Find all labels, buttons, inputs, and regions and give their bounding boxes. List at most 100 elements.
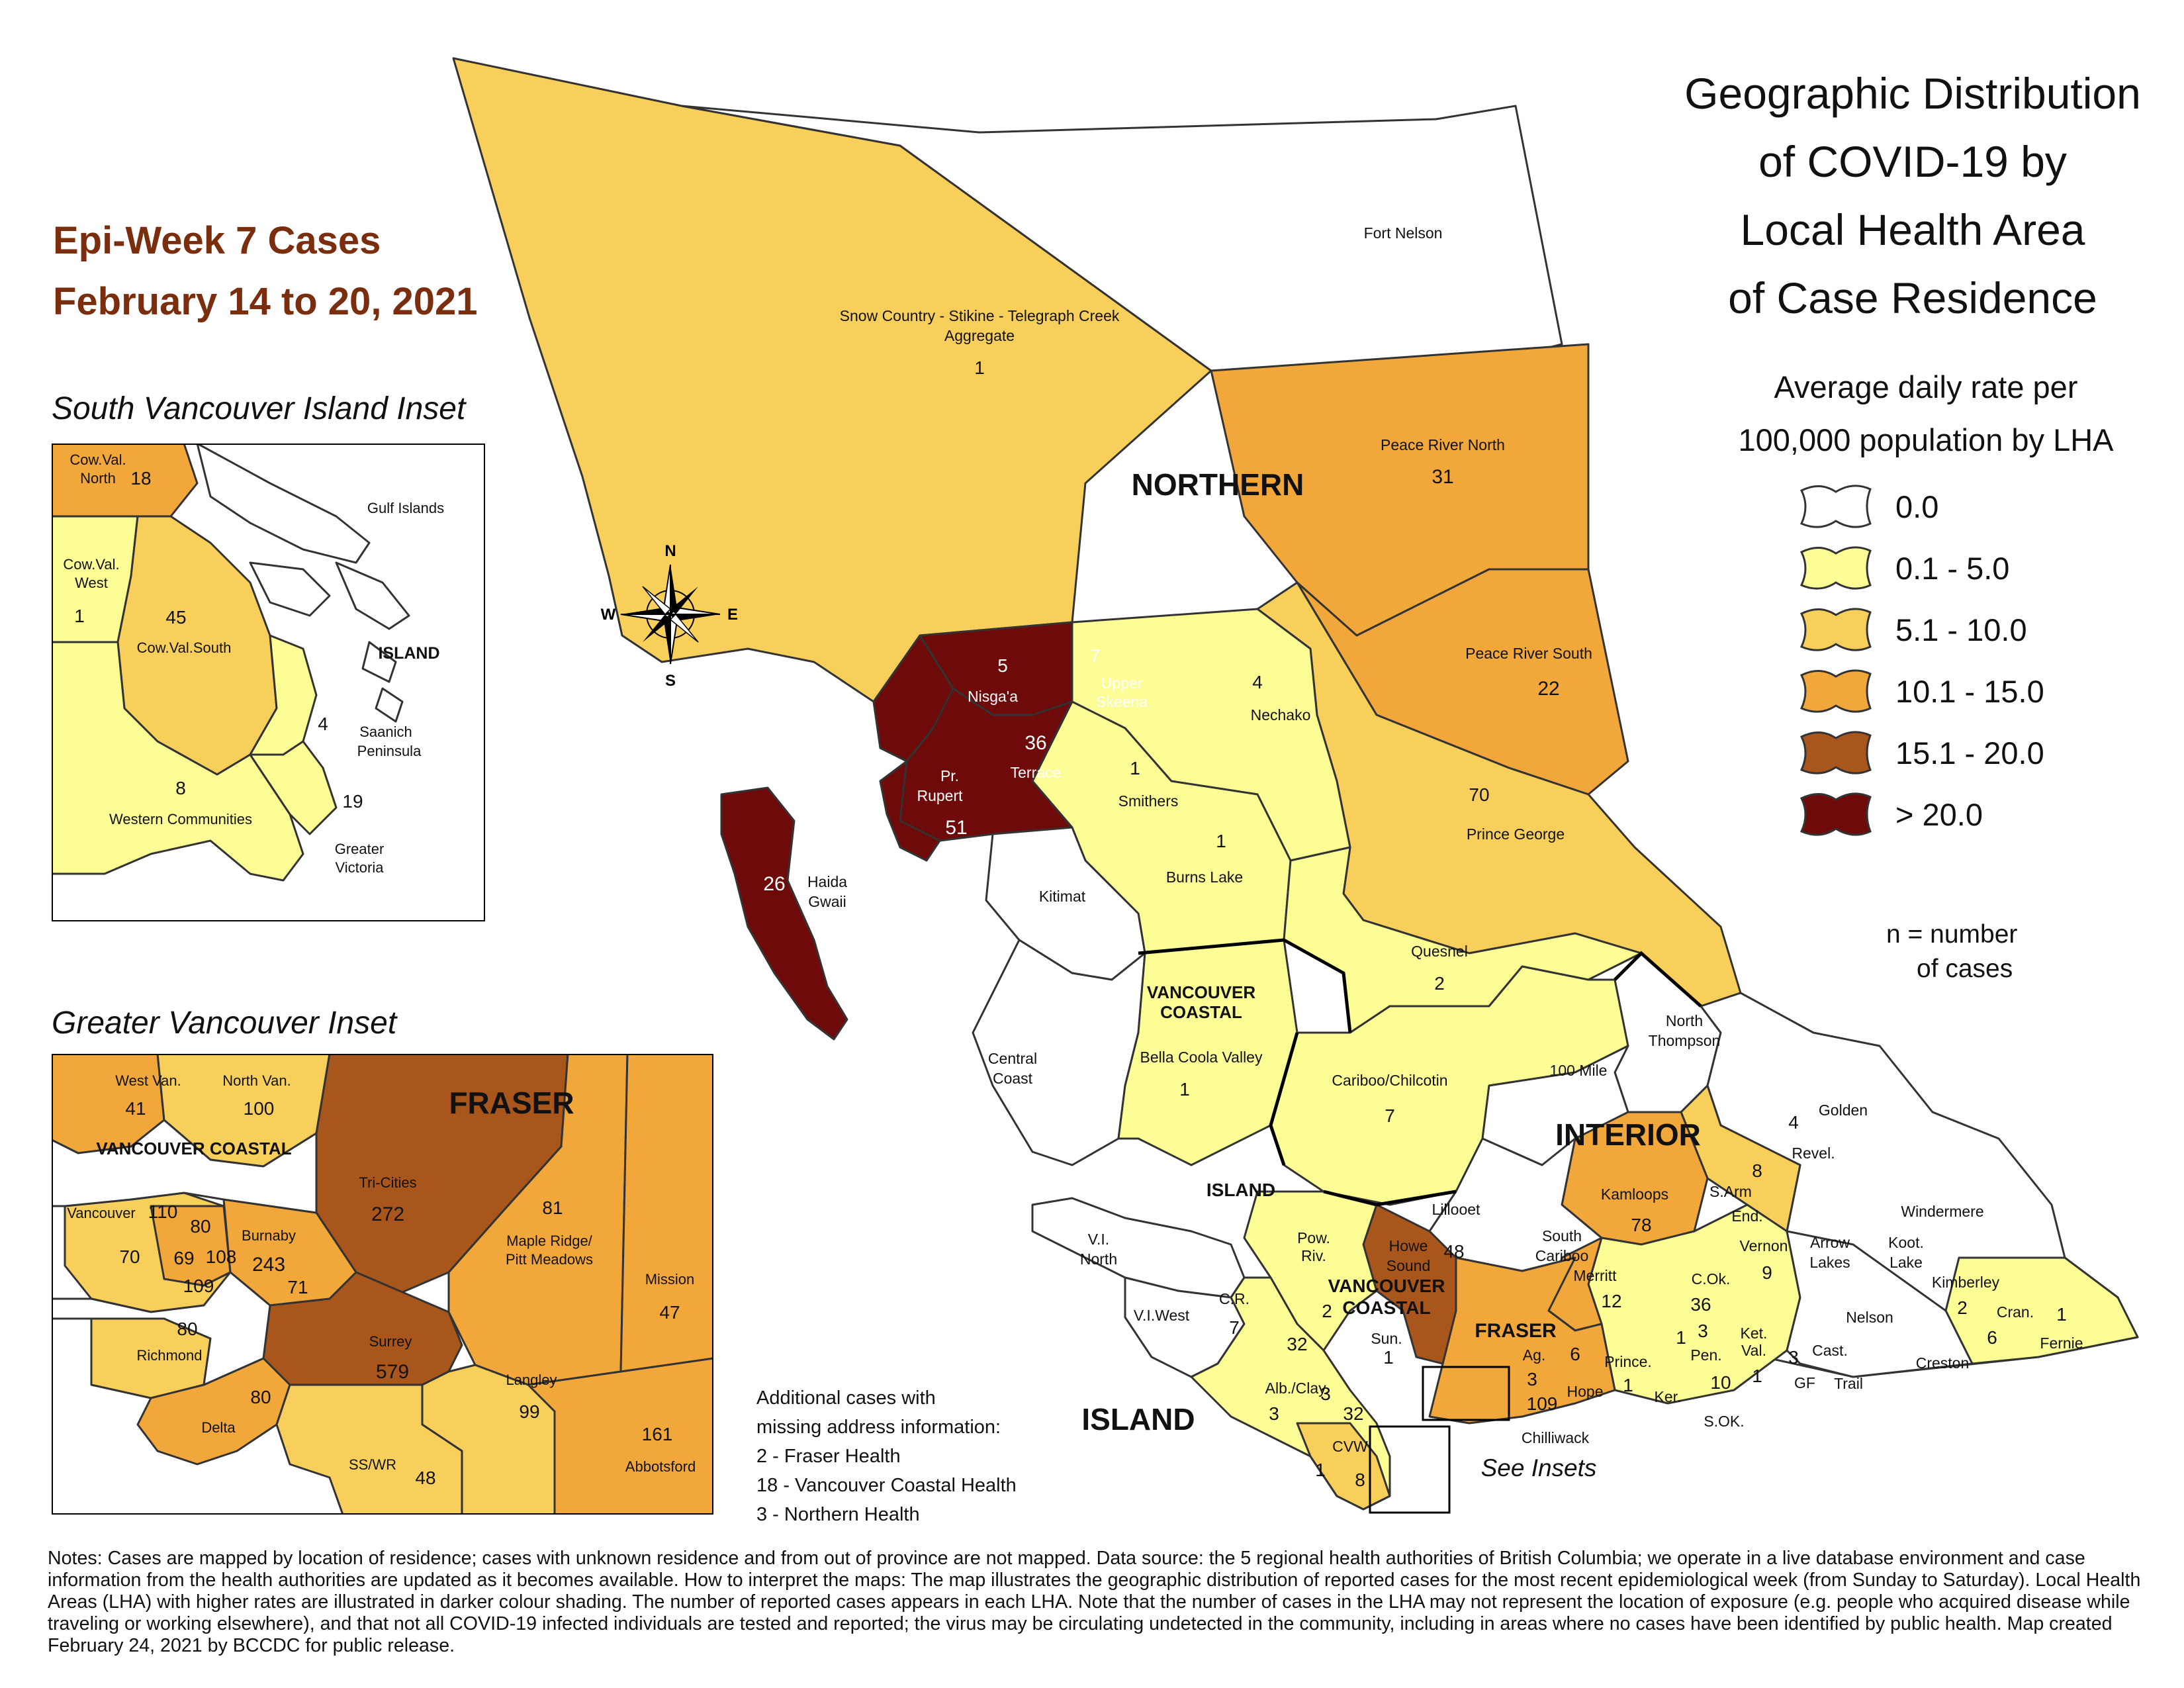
count-cariboo-chilcotin: 7 [1385,1105,1395,1126]
ha-island-2: ISLAND [1081,1402,1195,1436]
label-koot-lake-1: Koot. [1888,1234,1924,1251]
label-nelson: Nelson [1846,1309,1893,1326]
gv-label-maple-ridge-1: Maple Ridge/ [506,1233,593,1249]
gv-label-mission: Mission [645,1271,695,1288]
count-howe-sound: 48 [1443,1241,1464,1262]
lha-nisgaa [872,634,954,763]
lha-bella-coola [1117,939,1298,1166]
count-vernon: 9 [1762,1262,1772,1283]
gv-label-langley: Langley [506,1372,557,1388]
legend-item-0: 0.0 [1795,477,1938,536]
label-kamloops: Kamloops [1601,1186,1668,1203]
label-enderby: End. [1731,1207,1762,1225]
south-vi-inset-title: South Vancouver Island Inset [52,391,466,426]
svi-count-victoria: 19 [342,791,363,812]
label-vi-north-1: V.I. [1088,1231,1109,1248]
count-pr-rupert: 51 [945,817,967,839]
gv-label-vancouver: Vancouver [67,1205,136,1221]
count-extra-8: 8 [1355,1470,1365,1490]
legend-swatch-1 [1799,546,1872,590]
count-ket-val: 1 [1752,1366,1762,1386]
n-cases-note-line-2: of cases [1917,955,2013,983]
lha-fort-nelson [680,105,1563,372]
missing-item-northern: 3 - Northern Health [756,1504,920,1525]
label-keremeos: Ker. [1655,1388,1682,1405]
count-alb-clay: 3 [1269,1403,1279,1424]
label-vernon: Vernon [1740,1237,1788,1254]
count-quesnel: 2 [1434,973,1445,994]
lha-fraser-valley [1428,1256,1616,1425]
legend-title: Average daily rate per 100,000 populatio… [1668,361,2184,467]
gv-count-small-109: 109 [183,1276,214,1296]
legend-item-3: 10.1 - 15.0 [1795,661,2044,721]
missing-heading-2: missing address information: [756,1417,1001,1438]
svi-label-cowval-south: Cow.Val.South [137,639,232,656]
gv-label-abbotsford: Abbotsford [625,1458,696,1475]
svi-label-cowval-west-2: West [75,575,108,591]
gv-label-surrey: Surrey [369,1333,412,1350]
count-burns-lake: 1 [1216,831,1226,851]
count-princeton: 1 [1623,1375,1633,1395]
label-ket-val-2: Val. [1741,1342,1766,1359]
count-terrace: 36 [1024,732,1046,754]
gv-label-richmond: Richmond [136,1347,202,1364]
label-pow-riv-1: Pow. [1297,1229,1330,1246]
count-extra-32: 32 [1287,1334,1307,1354]
count-sun: 1 [1383,1347,1394,1368]
svi-count-cowval-north: 18 [130,468,151,489]
label-peace-river-north: Peace River North [1381,436,1505,453]
lha-kootenay [1786,1230,1974,1378]
legend-swatch-3 [1799,669,1872,713]
legend-item-4: 15.1 - 20.0 [1795,723,2044,782]
svi-count-saanich: 4 [318,714,328,734]
label-koot-lake-2: Lake [1889,1254,1923,1271]
svi-gulf-3 [335,561,410,630]
label-pow-riv-2: Riv. [1301,1247,1326,1264]
greater-van-inset: West Van. 41 North Van. 100 Tri-Cities 2… [52,1054,713,1515]
svi-ha-island: ISLAND [378,644,439,663]
label-central-coast-1: Central [988,1050,1037,1067]
svi-label-saanich-2: Peninsula [357,743,422,759]
ha-vancouver-coastal-1: VANCOUVER [1147,982,1255,1002]
legend-swatch-4 [1799,731,1872,774]
map-title: Geographic Distribution of COVID-19 by L… [1635,60,2184,332]
count-extra-3: 3 [1320,1383,1331,1404]
count-fernie: 1 [2056,1304,2067,1325]
gv-water-2 [52,1271,271,1386]
svi-victoria [249,740,338,835]
count-extra-1b: 1 [1315,1460,1326,1480]
gv-count-small-69: 69 [173,1248,194,1268]
label-howe-sound-1: Howe [1389,1237,1428,1254]
label-castlegar: Cast. [1812,1342,1848,1359]
count-cr: 7 [1229,1317,1240,1338]
compass-rose: N S E W [601,542,738,690]
gv-count-small-108: 108 [206,1246,237,1267]
count-pen: 3 [1698,1321,1708,1341]
map-title-line-4: of Case Residence [1728,273,2097,322]
label-sok: S.OK. [1704,1413,1744,1430]
epi-week-title: Epi-Week 7 Cases February 14 to 20, 2021 [53,211,478,332]
gv-label-west-van: West Van. [115,1072,181,1089]
label-cariboo-chilcotin: Cariboo/Chilcotin [1332,1072,1447,1089]
svi-label-victoria-2: Victoria [336,859,385,876]
lha-cowichan [1296,1422,1391,1511]
count-sarm: 8 [1752,1160,1762,1181]
svi-label-cowval-north-2: North [80,470,116,487]
gv-count-langley: 99 [519,1401,539,1422]
label-upper-skeena-1: Upper [1101,675,1143,692]
date-range-line: February 14 to 20, 2021 [53,280,478,323]
gv-ha-fraser: FRASER [449,1086,574,1120]
label-terrace: Terrace [1011,764,1062,781]
count-bella-coola: 1 [1179,1079,1190,1100]
legend-label-2: 5.1 - 10.0 [1895,612,2027,647]
legend-label-3: 10.1 - 15.0 [1895,673,2044,709]
count-sok: 10 [1710,1372,1731,1393]
svi-label-gulf-islands: Gulf Islands [367,500,444,516]
label-windermere: Windermere [1901,1203,1983,1220]
label-cok: C.Ok. [1692,1270,1731,1288]
label-trail: Trail [1834,1375,1863,1392]
label-nechako: Nechako [1251,706,1311,724]
svi-island-4 [361,641,397,683]
label-central-coast-2: Coast [993,1070,1033,1087]
ha-vancouver-coastal-3: VANCOUVER [1328,1276,1445,1296]
